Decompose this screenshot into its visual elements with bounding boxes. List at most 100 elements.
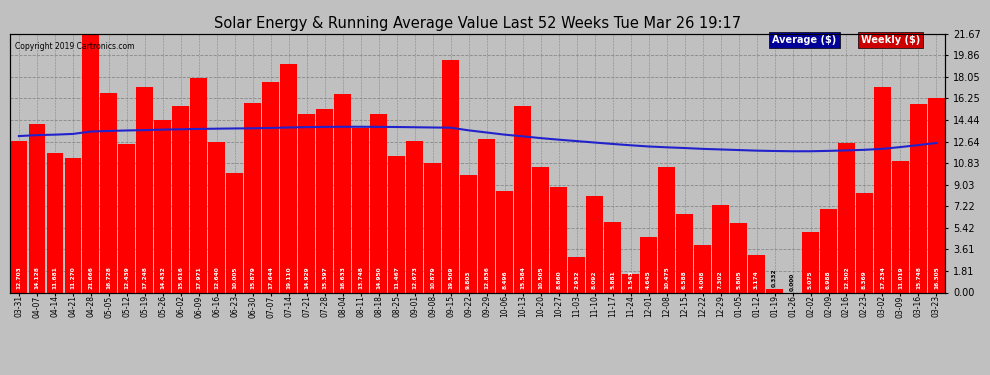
Bar	[766, 288, 783, 292]
Text: 21.666: 21.666	[88, 266, 93, 289]
Text: 7.302: 7.302	[718, 270, 723, 289]
Bar	[406, 141, 423, 292]
Text: 12.439: 12.439	[125, 266, 130, 289]
Text: 10.475: 10.475	[664, 266, 669, 289]
Bar	[604, 222, 621, 292]
Bar	[731, 223, 746, 292]
Bar	[623, 274, 639, 292]
Text: 0.332: 0.332	[772, 269, 777, 287]
Bar	[119, 144, 136, 292]
Bar	[209, 142, 225, 292]
Text: 5.075: 5.075	[808, 270, 813, 289]
Text: 0.000: 0.000	[790, 273, 795, 291]
Text: 12.640: 12.640	[214, 266, 220, 289]
Text: 8.860: 8.860	[556, 270, 561, 289]
Text: 8.369: 8.369	[862, 270, 867, 289]
Text: 10.505: 10.505	[539, 266, 544, 289]
Text: 3.174: 3.174	[754, 270, 759, 289]
Text: 16.305: 16.305	[934, 266, 939, 289]
Text: 14.432: 14.432	[160, 266, 165, 289]
Bar	[425, 163, 442, 292]
Bar	[568, 258, 585, 292]
Text: 10.005: 10.005	[233, 266, 238, 289]
Text: 15.748: 15.748	[916, 266, 921, 289]
Text: 17.248: 17.248	[143, 266, 148, 289]
Text: 8.092: 8.092	[592, 270, 597, 289]
Text: 11.467: 11.467	[394, 266, 399, 289]
Text: 9.803: 9.803	[466, 270, 471, 289]
Bar	[388, 156, 405, 292]
Bar	[137, 87, 153, 292]
Text: 16.633: 16.633	[341, 266, 346, 289]
Bar	[227, 173, 244, 292]
Bar	[47, 153, 63, 292]
Bar	[245, 103, 261, 292]
Bar	[856, 193, 873, 292]
Bar	[460, 176, 477, 292]
Bar	[262, 82, 279, 292]
Bar	[892, 161, 909, 292]
Text: 8.496: 8.496	[502, 270, 507, 289]
Bar	[641, 237, 657, 292]
Bar	[29, 124, 46, 292]
Bar	[514, 106, 531, 292]
Text: 19.509: 19.509	[448, 266, 453, 289]
Text: 15.879: 15.879	[250, 266, 255, 289]
Text: 2.932: 2.932	[574, 270, 579, 289]
Text: 4.008: 4.008	[700, 270, 705, 289]
Bar	[280, 64, 297, 292]
Bar	[712, 205, 729, 292]
Bar	[154, 120, 171, 292]
Title: Solar Energy & Running Average Value Last 52 Weeks Tue Mar 26 19:17: Solar Energy & Running Average Value Las…	[214, 16, 742, 31]
Bar	[443, 60, 459, 292]
Bar	[64, 158, 81, 292]
Text: 11.019: 11.019	[898, 266, 903, 289]
Bar	[478, 139, 495, 292]
Text: 14.929: 14.929	[304, 266, 309, 289]
Text: 11.681: 11.681	[52, 266, 57, 289]
Text: 5.881: 5.881	[610, 270, 615, 289]
Bar	[335, 94, 351, 292]
Bar	[658, 167, 675, 292]
Text: 12.673: 12.673	[412, 266, 417, 289]
Text: 5.805: 5.805	[736, 270, 742, 289]
Bar	[370, 114, 387, 292]
Text: 13.748: 13.748	[358, 266, 363, 289]
Bar	[317, 109, 333, 292]
Bar	[802, 232, 819, 292]
Bar	[874, 87, 891, 292]
Bar	[352, 128, 369, 292]
Text: Weekly ($): Weekly ($)	[861, 35, 921, 45]
Bar	[496, 191, 513, 292]
Text: 10.879: 10.879	[431, 266, 436, 289]
Bar	[928, 98, 944, 292]
Text: 15.397: 15.397	[323, 266, 328, 289]
Bar	[839, 143, 854, 292]
Bar	[586, 196, 603, 292]
Text: Copyright 2019 Cartronics.com: Copyright 2019 Cartronics.com	[15, 42, 134, 51]
Bar	[172, 106, 189, 292]
Text: 1.543: 1.543	[628, 270, 633, 289]
Text: 17.234: 17.234	[880, 266, 885, 289]
Text: 14.950: 14.950	[376, 266, 381, 289]
Text: 12.703: 12.703	[17, 266, 22, 289]
Text: 12.502: 12.502	[844, 266, 849, 289]
Text: 19.110: 19.110	[286, 266, 291, 289]
Bar	[533, 167, 549, 292]
Text: 14.128: 14.128	[35, 266, 40, 289]
Text: 15.584: 15.584	[520, 266, 525, 289]
Text: 6.588: 6.588	[682, 270, 687, 289]
Bar	[190, 78, 207, 292]
Text: 6.988: 6.988	[826, 270, 831, 289]
Bar	[82, 34, 99, 292]
Bar	[676, 214, 693, 292]
Text: 11.270: 11.270	[70, 266, 75, 289]
Text: 12.836: 12.836	[484, 266, 489, 289]
Text: 17.644: 17.644	[268, 266, 273, 289]
Text: Average ($): Average ($)	[772, 35, 837, 45]
Text: 17.971: 17.971	[196, 266, 201, 289]
Bar	[748, 255, 765, 292]
Bar	[298, 114, 315, 292]
Bar	[11, 141, 28, 292]
Text: 4.645: 4.645	[646, 270, 651, 289]
